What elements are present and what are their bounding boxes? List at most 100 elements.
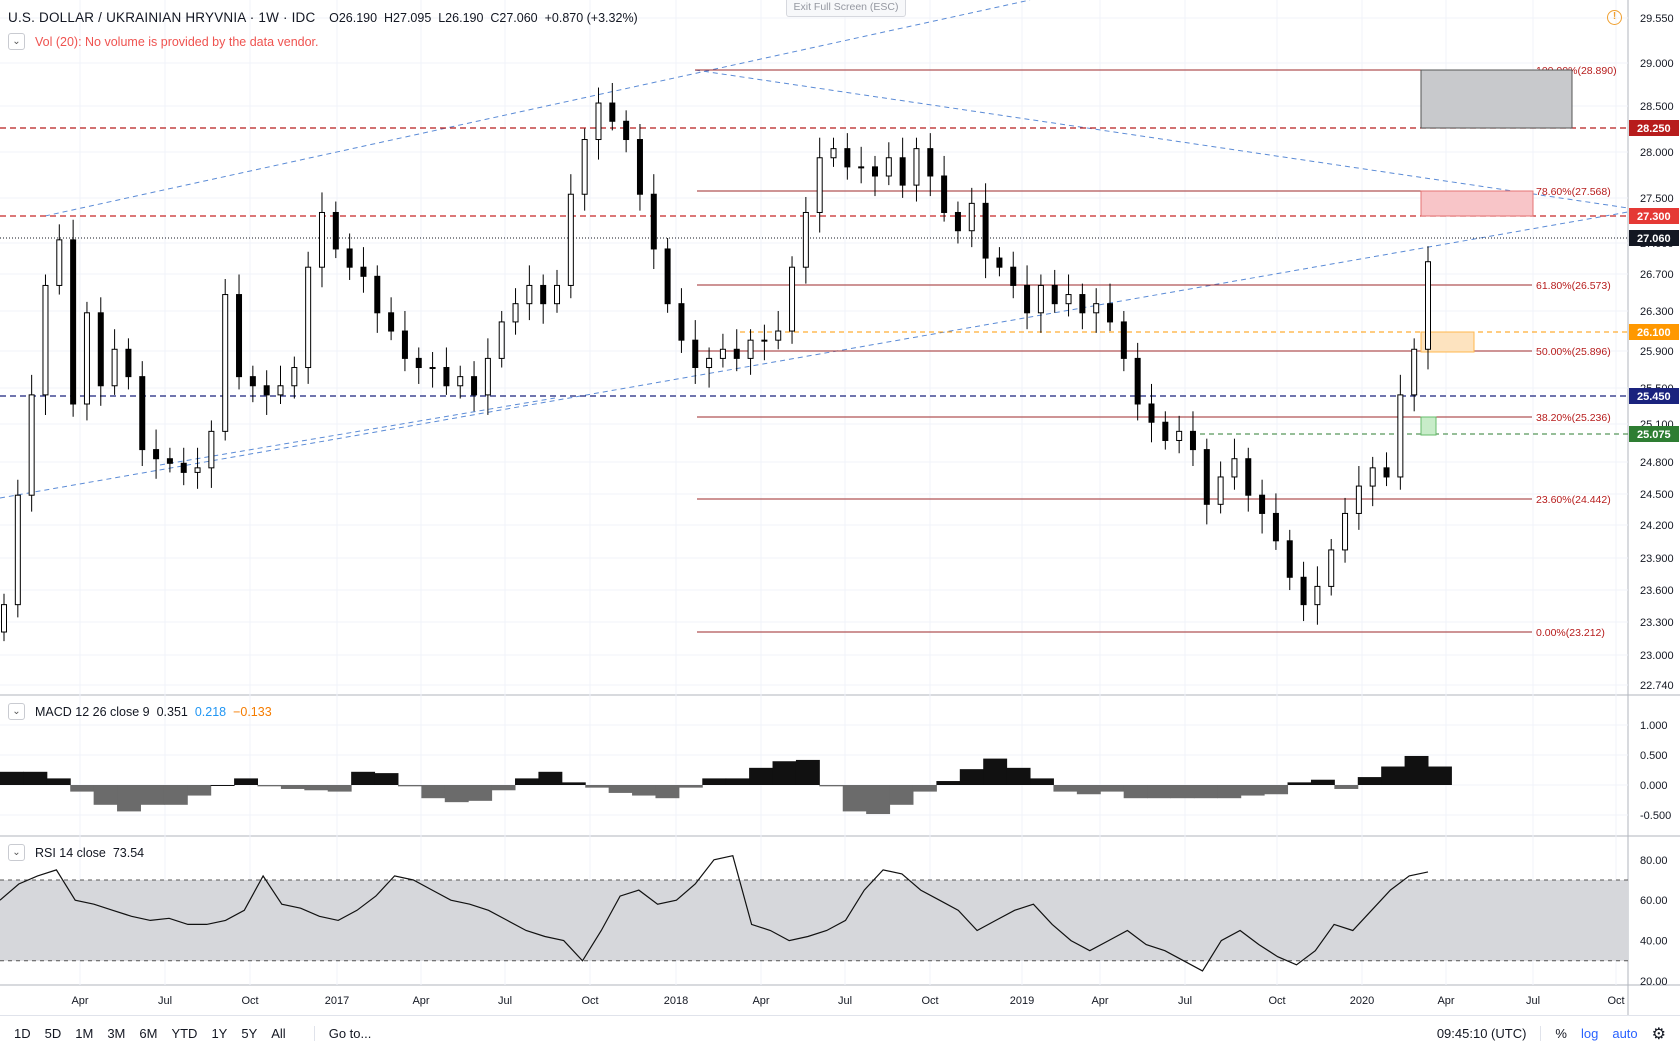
candle-body xyxy=(1217,476,1224,505)
macd-histogram-bar xyxy=(889,785,914,805)
candle-body xyxy=(360,266,367,277)
x-tick-label: Jul xyxy=(838,995,852,1007)
candle-body xyxy=(153,449,160,460)
fib-level-label: 38.20%(25.236) xyxy=(1536,412,1611,424)
price-tick-label: 22.740 xyxy=(1640,680,1674,692)
candle-body xyxy=(332,211,339,250)
rsi-tick-label: 40.00 xyxy=(1640,936,1668,948)
range-ytd[interactable]: YTD xyxy=(171,1026,198,1041)
candle-body xyxy=(775,330,782,341)
range-5d[interactable]: 5D xyxy=(44,1026,62,1041)
macd-histogram-bar xyxy=(1053,785,1078,792)
range-3m[interactable]: 3M xyxy=(107,1026,126,1041)
candle-body xyxy=(111,348,118,387)
macd-histogram-bar xyxy=(421,785,446,799)
candle-body xyxy=(1272,512,1279,542)
macd-histogram-bar xyxy=(1428,766,1452,785)
price-tick-label: 29.000 xyxy=(1640,58,1674,70)
price-tick-label: 23.600 xyxy=(1640,585,1674,597)
candle-body xyxy=(318,211,325,268)
range-6m[interactable]: 6M xyxy=(139,1026,158,1041)
candle-body xyxy=(1328,549,1335,587)
range-1d[interactable]: 1D xyxy=(14,1026,31,1041)
chart-canvas[interactable]: Apr Jul Oct 2017 Apr Jul Oct 2018 Apr Jul Oct 2019 A… xyxy=(0,0,1680,1015)
exit-fullscreen-button[interactable]: Exit Full Screen (ESC) xyxy=(786,0,906,17)
macd-histogram-bar xyxy=(210,785,235,786)
volume-legend: ⌄ Vol (20): No volume is provided by the… xyxy=(8,33,319,50)
log-toggle[interactable]: log xyxy=(1580,1026,1599,1041)
candle-body xyxy=(1425,261,1431,350)
price-mark-badge xyxy=(1629,426,1679,442)
candle-body xyxy=(277,385,284,396)
macd-histogram-bar xyxy=(912,785,937,792)
rsi-value: 73.54 xyxy=(112,845,145,860)
candle-body xyxy=(1397,394,1404,478)
macd-tick-label: 0.500 xyxy=(1640,750,1668,762)
macd-histogram-bar xyxy=(397,785,422,787)
price-tick-label: 23.900 xyxy=(1640,553,1674,565)
price-mark-badge xyxy=(1629,324,1679,340)
price-mark-badge xyxy=(1629,388,1679,404)
price-tick-label: 23.000 xyxy=(1640,650,1674,662)
x-tick-label: 2020 xyxy=(1350,995,1374,1007)
macd-histogram-bar xyxy=(163,785,188,805)
rsi-title[interactable]: RSI 14 close xyxy=(35,845,106,860)
macd-histogram-bar xyxy=(257,785,282,787)
x-tick-label: 2019 xyxy=(1010,995,1034,1007)
percent-toggle[interactable]: % xyxy=(1540,1026,1567,1041)
candle-body xyxy=(512,303,519,323)
orange-zone-box xyxy=(1420,331,1475,353)
macd-histogram-bar xyxy=(1076,785,1101,795)
range-all[interactable]: All xyxy=(271,1026,286,1041)
candle-body xyxy=(692,339,699,369)
chevron-down-icon[interactable]: ⌄ xyxy=(8,33,25,50)
ohlc-close: C27.060 xyxy=(490,11,538,25)
candle-body xyxy=(28,394,35,496)
symbol-title[interactable]: U.S. DOLLAR / UKRAINIAN HRYVNIA · 1W · I… xyxy=(8,10,316,25)
green-zone-box xyxy=(1420,416,1437,436)
candle-body xyxy=(263,385,270,396)
candle-body xyxy=(1176,430,1183,441)
candle-body xyxy=(222,294,229,432)
macd-legend: ⌄ MACD 12 26 close 9 0.351 0.218 −0.133 xyxy=(8,703,272,720)
candle-body xyxy=(554,284,561,305)
macd-title[interactable]: MACD 12 26 close 9 xyxy=(35,704,150,719)
macd-signal-value: 0.218 xyxy=(194,704,227,719)
candle-body xyxy=(885,157,892,177)
macd-histogram-bar xyxy=(327,785,352,792)
x-tick-label: Jul xyxy=(498,995,512,1007)
alert-icon[interactable]: ! xyxy=(1607,10,1622,25)
candle-body xyxy=(816,157,823,213)
price-mark-label: 27.060 xyxy=(1637,233,1671,245)
macd-histogram-bar xyxy=(234,778,259,785)
candle-body xyxy=(1093,303,1100,314)
macd-histogram-bar xyxy=(444,785,469,803)
candle-body xyxy=(927,148,934,177)
candle-body xyxy=(595,102,602,141)
range-1y[interactable]: 1Y xyxy=(211,1026,228,1041)
macd-histogram-bar xyxy=(538,771,563,785)
candle-body xyxy=(1079,294,1086,314)
auto-toggle[interactable]: auto xyxy=(1612,1026,1638,1041)
candle-body xyxy=(858,166,865,169)
macd-histogram-bar xyxy=(866,785,891,815)
candle-body xyxy=(291,367,298,387)
chevron-down-icon[interactable]: ⌄ xyxy=(8,844,25,861)
chevron-down-icon[interactable]: ⌄ xyxy=(8,703,25,720)
candle-body xyxy=(139,376,146,451)
candle-body xyxy=(982,202,989,259)
goto-button[interactable]: Go to... xyxy=(313,1026,371,1041)
macd-histogram-bar xyxy=(1381,766,1406,785)
candle-body xyxy=(1355,485,1362,514)
clock-readout[interactable]: 09:45:10 (UTC) xyxy=(1436,1026,1527,1041)
range-1m[interactable]: 1M xyxy=(75,1026,94,1041)
range-5y[interactable]: 5Y xyxy=(241,1026,258,1041)
candle-body xyxy=(747,339,754,359)
candle-body xyxy=(761,339,768,342)
rsi-legend: ⌄ RSI 14 close 73.54 xyxy=(8,844,144,861)
macd-histogram-bar xyxy=(1100,785,1125,792)
candle-body xyxy=(706,357,713,369)
x-tick-label: Oct xyxy=(581,995,598,1007)
gear-icon[interactable]: ⚙ xyxy=(1651,1025,1666,1043)
price-mark-label: 27.300 xyxy=(1637,211,1671,223)
